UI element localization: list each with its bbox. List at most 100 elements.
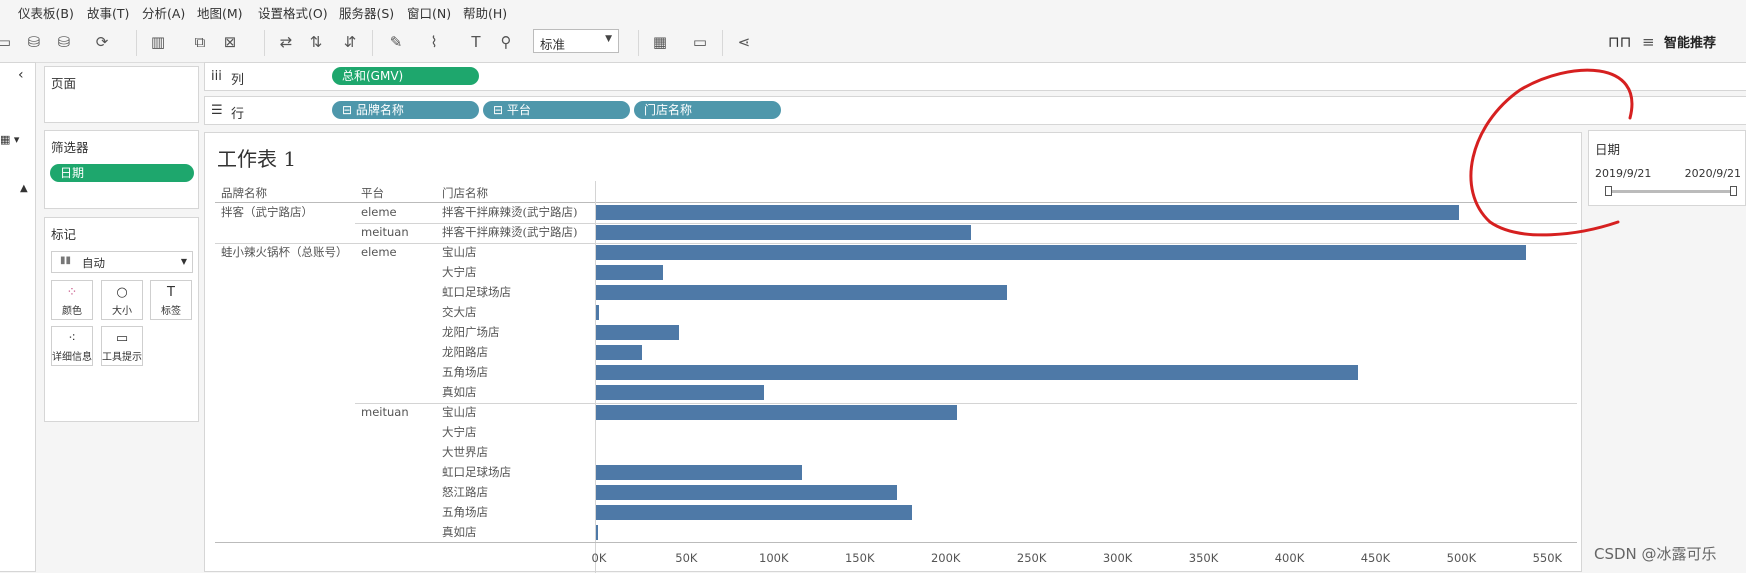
scroll-up-icon[interactable]: ▲ bbox=[20, 183, 28, 194]
store-label: 真如店 bbox=[442, 385, 477, 399]
bar[interactable] bbox=[596, 325, 679, 340]
menu-window[interactable]: 窗口(N) bbox=[407, 6, 452, 21]
header-platform: 平台 bbox=[361, 186, 384, 200]
fit-select-value: 标准 bbox=[540, 37, 566, 52]
x-tick-label: 350K bbox=[1188, 551, 1219, 565]
chevron-down-icon: ▼ bbox=[605, 34, 612, 44]
column-pill-gmv[interactable]: 总和(GMV) bbox=[332, 67, 479, 85]
new-worksheet-icon[interactable]: ▥ bbox=[150, 33, 166, 51]
columns-shelf-label: 列 bbox=[231, 73, 245, 88]
brand-label: 蛙小辣火锅杯（总账号） bbox=[221, 245, 348, 259]
mark-card-tooltip[interactable]: ▭ 工具提示 bbox=[101, 326, 143, 366]
x-tick-label: 50K bbox=[675, 551, 698, 565]
fit-select[interactable]: 标准 ▼ bbox=[533, 29, 619, 53]
marks-panel: 标记 ▮▮ 自动 ▼ ⁘ 颜色 ○ 大小 T 标签 ⁖ 详细信息 ▭ 工具提示 bbox=[44, 217, 199, 422]
bar[interactable] bbox=[596, 505, 913, 520]
header-brand: 品牌名称 bbox=[221, 186, 267, 200]
clear-icon[interactable]: ⊠ bbox=[223, 33, 237, 51]
data-pane-collapsed: ‹ ▦ ▾ ▲ bbox=[0, 62, 36, 572]
mark-card-label: 大小 bbox=[112, 306, 132, 317]
slider-handle-end[interactable] bbox=[1730, 186, 1737, 196]
store-label: 大世界店 bbox=[442, 445, 488, 459]
bar[interactable] bbox=[596, 305, 599, 320]
brand-divider bbox=[215, 243, 1577, 244]
axis-divider bbox=[215, 542, 1577, 543]
mark-card-size[interactable]: ○ 大小 bbox=[101, 280, 143, 320]
detail-icon: ⁖ bbox=[68, 331, 76, 346]
rows-shelf[interactable]: ☰ 行 ⊟ 品牌名称 ⊟ 平台 门店名称 bbox=[204, 96, 1746, 125]
pause-datasource-icon[interactable]: ⛁ bbox=[57, 33, 71, 51]
columns-shelf[interactable]: iii 列 总和(GMV) bbox=[204, 62, 1746, 91]
store-label: 虹口足球场店 bbox=[442, 285, 511, 299]
save-icon[interactable]: ▭ bbox=[0, 33, 12, 51]
bar[interactable] bbox=[596, 265, 664, 280]
menu-format[interactable]: 设置格式(O) bbox=[258, 6, 328, 21]
marks-panel-title: 标记 bbox=[51, 227, 77, 242]
x-tick-label: 450K bbox=[1360, 551, 1391, 565]
x-tick-label: 400K bbox=[1274, 551, 1305, 565]
filter-pill-date[interactable]: 日期 bbox=[50, 164, 194, 182]
bar[interactable] bbox=[596, 345, 643, 360]
mark-card-detail[interactable]: ⁖ 详细信息 bbox=[51, 326, 93, 366]
mark-card-color[interactable]: ⁘ 颜色 bbox=[51, 280, 93, 320]
text-label-icon[interactable]: T bbox=[471, 33, 481, 51]
new-datasource-icon[interactable]: ⛁ bbox=[27, 33, 41, 51]
x-tick-label: 550K bbox=[1532, 551, 1563, 565]
bar[interactable] bbox=[596, 465, 803, 480]
menu-server[interactable]: 服务器(S) bbox=[339, 6, 395, 21]
toolbar-separator bbox=[638, 30, 639, 56]
axis-zero-line bbox=[595, 181, 596, 573]
mark-card-label: 颜色 bbox=[62, 306, 82, 317]
bar[interactable] bbox=[596, 205, 1459, 220]
header-divider bbox=[215, 202, 1577, 203]
view-toggle-icon[interactable]: ▦ ▾ bbox=[0, 133, 20, 146]
row-pill-platform[interactable]: ⊟ 平台 bbox=[483, 101, 630, 119]
pin-icon[interactable]: ⚲ bbox=[500, 33, 512, 51]
bar[interactable] bbox=[596, 485, 897, 500]
menu-analysis[interactable]: 分析(A) bbox=[142, 6, 186, 21]
collapse-arrow-icon[interactable]: ‹ bbox=[18, 67, 24, 83]
menu-dashboard[interactable]: 仪表板(B) bbox=[18, 6, 74, 21]
store-label: 五角场店 bbox=[442, 505, 488, 519]
header-store: 门店名称 bbox=[442, 186, 488, 200]
group-icon[interactable]: ⌇ bbox=[430, 33, 438, 51]
mark-type-select[interactable]: ▮▮ 自动 ▼ bbox=[51, 251, 193, 273]
date-range-start: 2019/9/21 bbox=[1595, 167, 1652, 180]
toolbar-separator bbox=[136, 30, 137, 56]
share-icon[interactable]: ⋖ bbox=[737, 33, 751, 51]
row-pill-store[interactable]: 门店名称 bbox=[634, 101, 781, 119]
x-tick-label: 100K bbox=[759, 551, 789, 565]
bar[interactable] bbox=[596, 285, 1007, 300]
sort-desc-icon[interactable]: ⇵ bbox=[343, 33, 357, 51]
duplicate-icon[interactable]: ⧉ bbox=[194, 33, 206, 51]
bar[interactable] bbox=[596, 225, 971, 240]
highlight-icon[interactable]: ✎ bbox=[389, 33, 403, 51]
menu-help[interactable]: 帮助(H) bbox=[463, 6, 508, 21]
bar[interactable] bbox=[596, 525, 598, 540]
refresh-icon[interactable]: ⟳ bbox=[95, 33, 109, 51]
collapse-icon: ⊟ bbox=[342, 103, 356, 117]
chart-type-icon[interactable]: ▦ bbox=[652, 33, 668, 51]
smart-recommend-button[interactable]: 智能推荐 bbox=[1664, 36, 1717, 51]
binoculars-icon[interactable]: ⊓⊓ bbox=[1608, 33, 1632, 51]
bar[interactable] bbox=[596, 245, 1526, 260]
sort-asc-icon[interactable]: ⇅ bbox=[309, 33, 323, 51]
mark-card-label: 工具提示 bbox=[102, 352, 142, 363]
platform-label: meituan bbox=[361, 405, 409, 419]
slider-handle-start[interactable] bbox=[1605, 186, 1612, 196]
presentation-icon[interactable]: ▭ bbox=[692, 33, 708, 51]
date-range-slider[interactable] bbox=[1609, 190, 1733, 193]
bar[interactable] bbox=[596, 405, 957, 420]
store-label: 真如店 bbox=[442, 525, 477, 539]
menu-story[interactable]: 故事(T) bbox=[87, 6, 130, 21]
swap-icon[interactable]: ⇄ bbox=[279, 33, 293, 51]
menu-map[interactable]: 地图(M) bbox=[197, 6, 243, 21]
mark-card-label-card[interactable]: T 标签 bbox=[150, 280, 192, 320]
bar[interactable] bbox=[596, 365, 1358, 380]
rows-icon: ☰ bbox=[211, 103, 223, 118]
row-pill-brand[interactable]: ⊟ 品牌名称 bbox=[332, 101, 479, 119]
date-range-end: 2020/9/21 bbox=[1684, 167, 1741, 180]
watermark: CSDN @冰露可乐 bbox=[1594, 545, 1717, 563]
bar[interactable] bbox=[596, 385, 765, 400]
